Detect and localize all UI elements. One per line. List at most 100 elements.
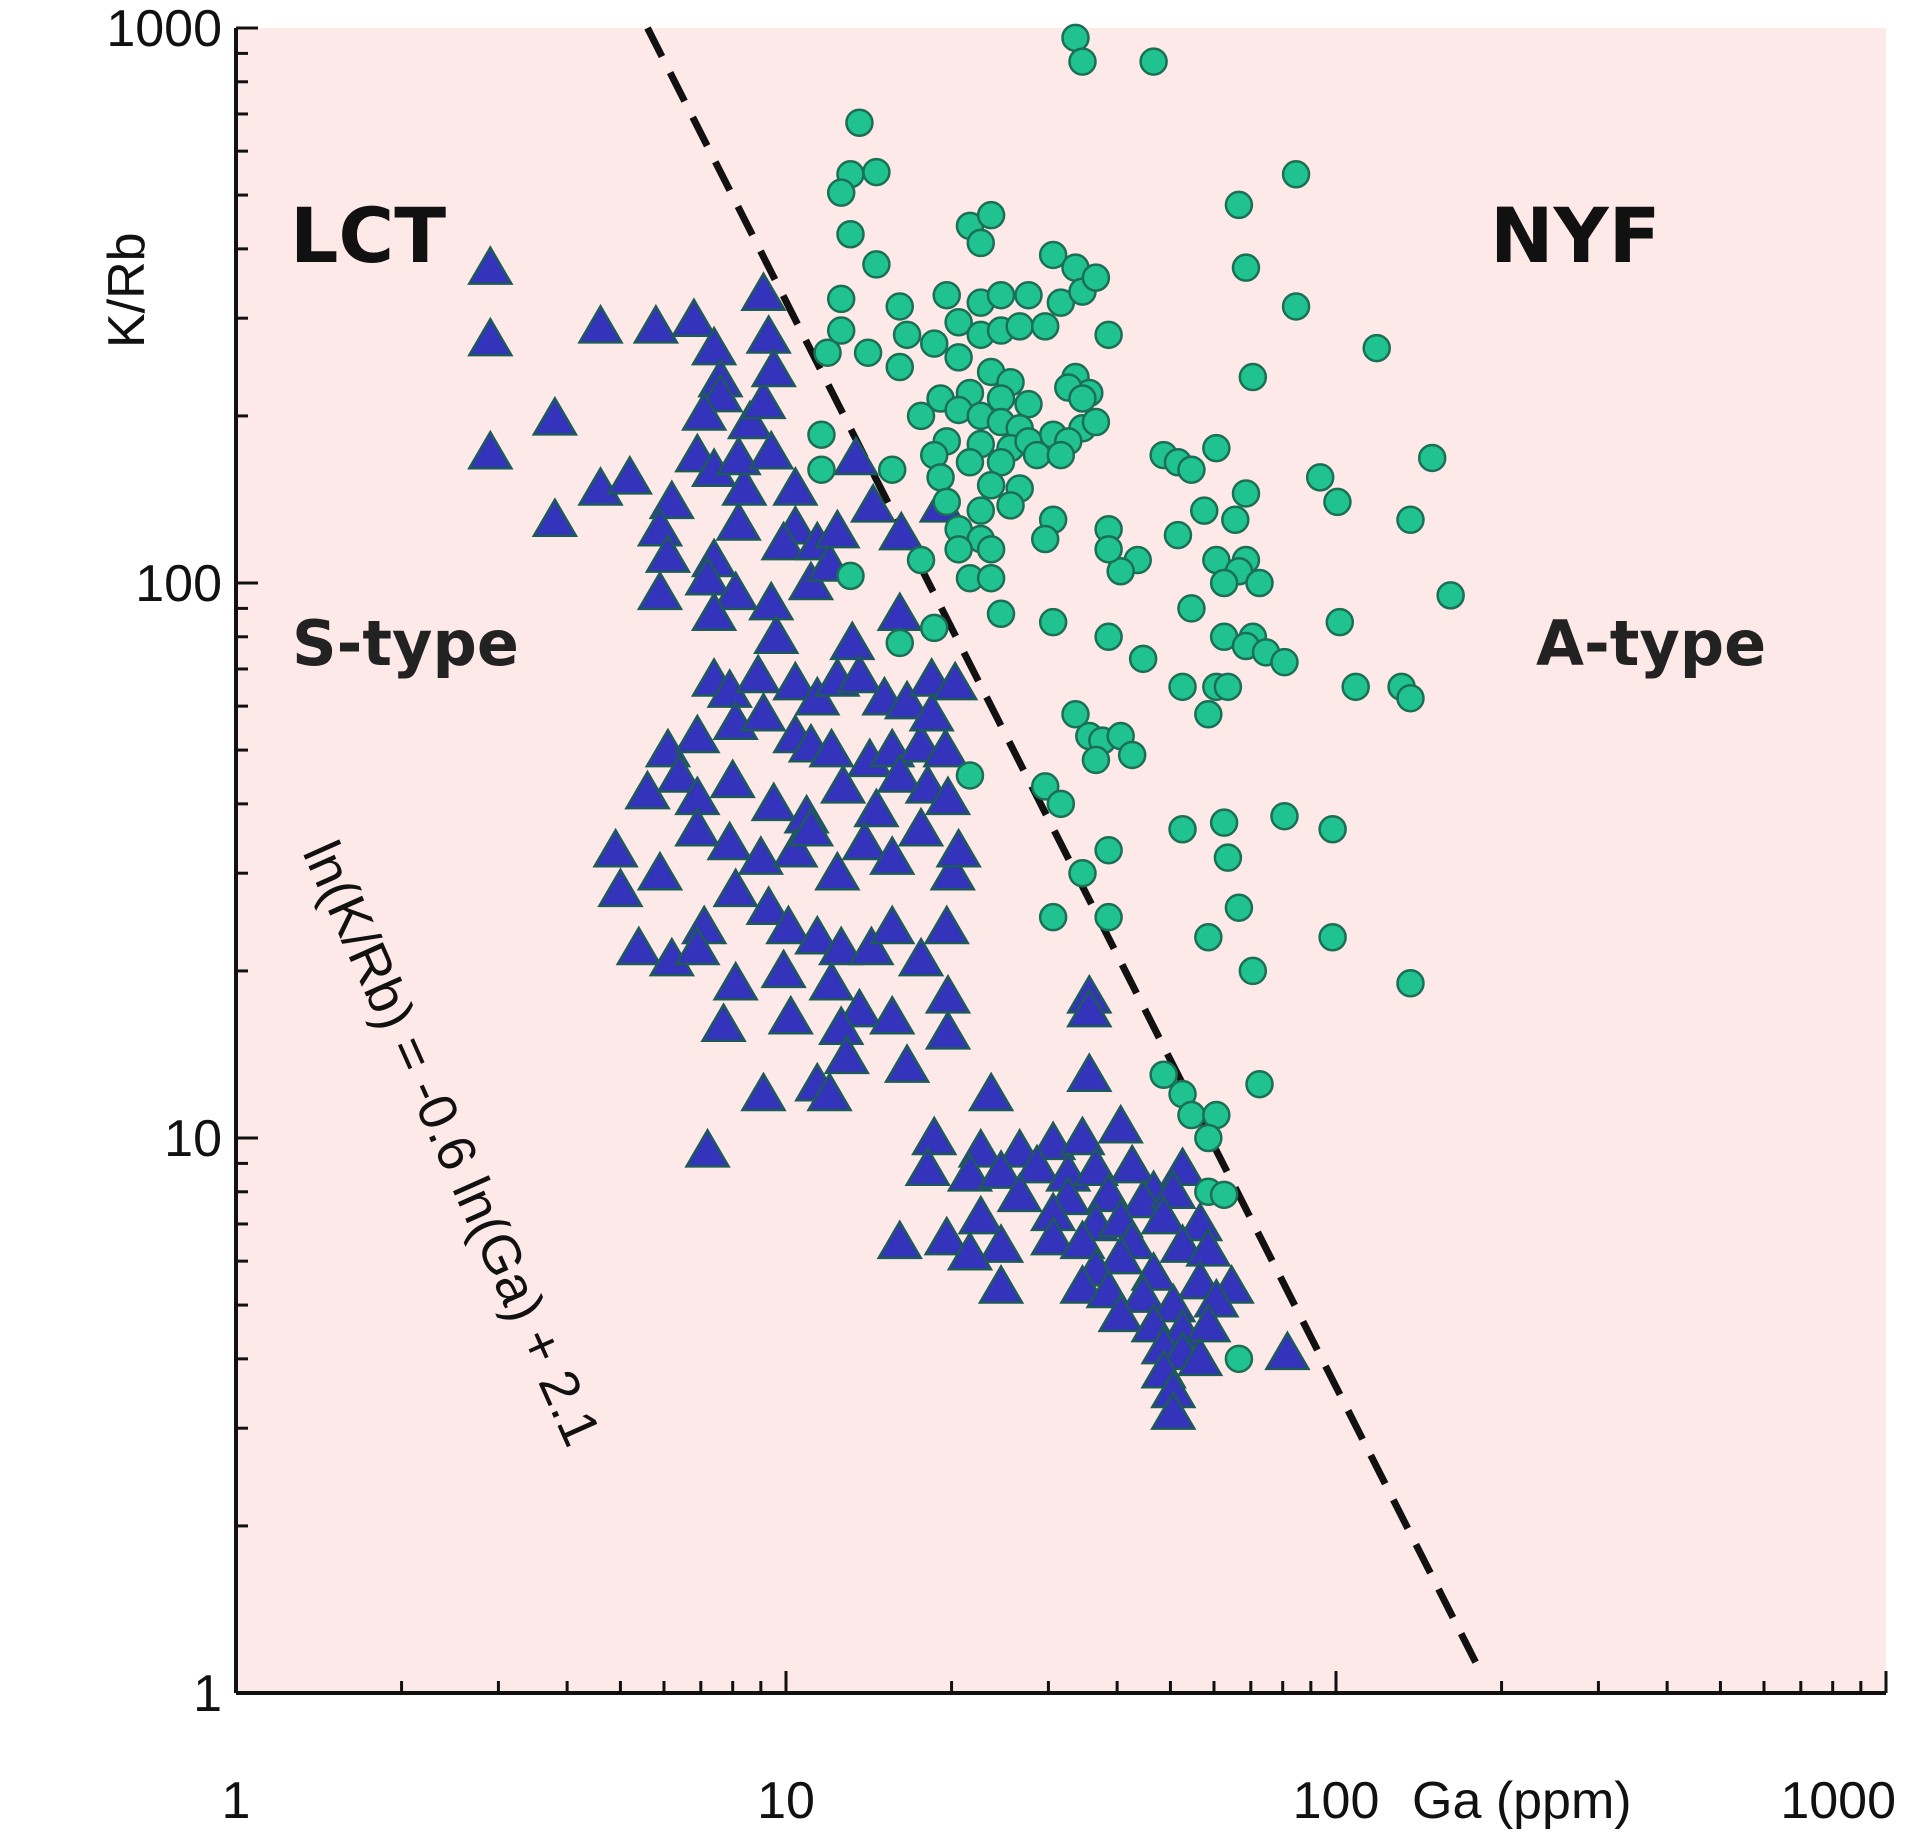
lct-point-99 [712,867,759,908]
lct-point-60 [674,713,721,754]
lct-point-79 [876,752,923,793]
lct-point-149 [957,1194,1004,1235]
lct-point-185 [1150,1390,1197,1430]
lct-point-110 [760,948,807,989]
nyf-point-113 [1341,672,1370,702]
nyf-point-70 [932,487,961,517]
lct-point-50 [734,653,782,694]
lct-point-109 [712,960,759,1001]
lct-point-39 [832,435,880,476]
nyf-point-153 [1224,1344,1254,1374]
nyf-point-146 [1245,1069,1274,1099]
nyf-point-152 [1209,1180,1239,1210]
lct-point-95 [597,867,644,908]
nyf-point-110 [1436,581,1465,610]
nyf-point-98 [1245,568,1274,598]
lct-point-155 [876,1219,923,1260]
lct-point-181 [1176,1336,1224,1377]
nyf-point-100 [1209,568,1239,598]
nyf-point-23 [826,316,856,345]
nyf-point-155 [1281,292,1311,321]
lct-point-158 [1029,1215,1077,1256]
lct-point-134 [1097,1103,1144,1144]
lct-point-22 [712,570,759,611]
nyf-point-32 [1094,320,1123,350]
nyf-point-162 [1238,362,1268,392]
nyf-point-134 [1318,815,1347,844]
lct-point-23 [690,591,738,632]
nyf-point-143 [1238,956,1268,986]
lct-point-17 [636,506,684,547]
lct-point-105 [869,904,916,945]
nyf-point-6 [826,178,856,207]
y-tick-label: 1000 [106,0,222,58]
lct-point-51 [772,660,819,701]
nyf-point-71 [966,496,996,525]
nyf-point-128 [955,761,985,790]
lct-point-106 [897,936,945,977]
lct-point-108 [674,925,721,966]
lct-point-10 [690,325,738,366]
lct-point-88 [787,806,835,847]
lct-point-169 [977,1264,1025,1304]
lct-point-30 [745,314,792,354]
lct-point-13 [681,391,728,431]
nyf-point-68 [976,471,1006,500]
nyf-point-26 [919,329,949,358]
lct-point-69 [908,691,955,732]
lct-point-87 [772,827,819,868]
nyf-point-53 [1081,407,1111,437]
lct-point-58 [931,660,979,701]
lct-point-3 [531,395,579,436]
lct-point-163 [946,1230,994,1271]
lct-point-115 [767,994,814,1035]
lct-point-8 [632,303,680,344]
lct-point-85 [706,820,753,861]
y-tick-label: 10 [164,1110,222,1168]
nyf-point-72 [996,491,1025,520]
nyf-point-148 [1177,1100,1206,1130]
nyf-point-112 [1396,683,1425,713]
nyf-point-121 [1194,700,1223,729]
lct-point-112 [836,987,883,1028]
lct-point-159 [1059,1219,1106,1260]
nyf-point-161 [1281,160,1311,189]
lct-point-86 [737,835,785,875]
nyf-point-115 [919,613,949,643]
lct-point-161 [1159,1223,1206,1263]
lct-point-72 [656,752,703,793]
nyf-point-7 [836,219,865,249]
nyf-point-137 [1213,843,1243,872]
lct-point-107 [923,904,970,945]
lct-point-133 [1059,1115,1106,1156]
nyf-point-116 [1094,622,1123,652]
lct-point-101 [765,904,812,945]
nyf-point-139 [1038,902,1068,932]
nyf-point-89 [1202,433,1231,463]
lct-point-78 [853,787,900,828]
lct-point-31 [750,347,797,388]
nyf-point-84 [1106,556,1135,586]
nyf-point-122 [1061,700,1090,729]
lct-point-94 [935,827,982,868]
x-tick-label: 100 [1293,1772,1380,1830]
y-tick-label: 1 [193,1665,222,1723]
nyf-point-132 [1209,808,1239,837]
nyf-point-65 [807,455,836,484]
nyf-point-88 [1177,455,1206,484]
lct-point-45 [748,580,795,621]
nyf-point-54 [807,420,836,449]
lct-point-19 [636,570,684,611]
lct-point-4 [531,497,579,538]
lct-point-91 [869,835,916,875]
region-label-lct: LCT [290,191,446,280]
nyf-point-120 [1213,672,1243,702]
nyf-point-61 [955,448,985,477]
lct-point-93 [929,850,976,891]
region-label-s-type: S-type [292,607,519,680]
nyf-point-45 [1068,384,1097,413]
nyf-point-24 [853,338,883,367]
lct-point-56 [883,679,931,720]
nyf-point-126 [1117,740,1147,770]
